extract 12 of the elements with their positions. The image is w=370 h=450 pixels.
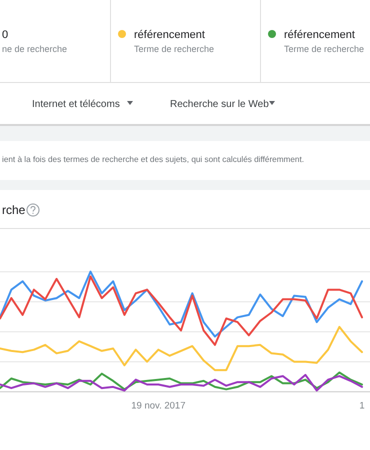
text: Terme de recherche [134, 44, 214, 54]
text: Terme de recherche [284, 44, 364, 54]
chart-title: rche [2, 203, 26, 217]
x-tick-label: 19 nov. 2017 [131, 400, 186, 412]
legend-label: référencement [284, 29, 355, 41]
text: ient à la fois des termes de recherche et des sujets, qui sont calculés différemment. [2, 155, 304, 164]
text: Recherche sur le Web [170, 99, 270, 110]
x-tick-label: 1 [359, 400, 365, 412]
legend-label: référencement [134, 29, 205, 41]
text: 0 [2, 29, 8, 41]
text: ne de recherche [2, 44, 68, 54]
text: Internet et télécoms [32, 99, 120, 110]
